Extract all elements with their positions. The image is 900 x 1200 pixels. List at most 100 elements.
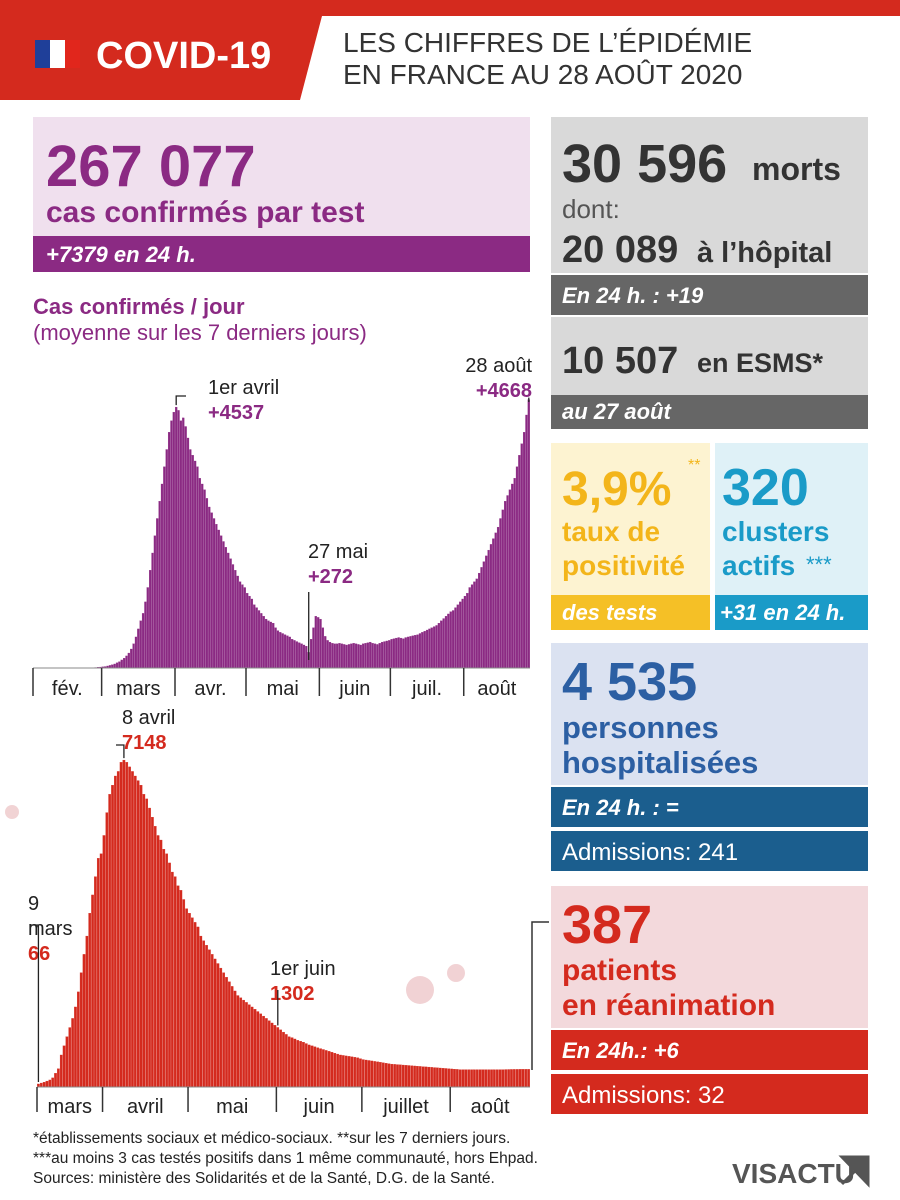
bar <box>54 1073 57 1088</box>
bar <box>409 636 412 669</box>
annotation-value: 66 <box>28 943 50 965</box>
bar <box>498 1069 502 1088</box>
bar <box>418 633 422 669</box>
bar <box>137 628 140 669</box>
bar <box>243 587 246 669</box>
bar <box>151 817 154 1088</box>
hospitalised-number: 4 535 <box>562 652 697 712</box>
bar <box>510 1069 513 1088</box>
clusters-label: clusters <box>722 516 829 547</box>
bar <box>388 640 391 669</box>
cases-number: 267 077 <box>46 134 256 199</box>
bar <box>433 626 436 669</box>
bar <box>370 1060 374 1088</box>
bar <box>156 835 160 1088</box>
bar <box>461 598 464 669</box>
annotation-value: +272 <box>308 566 353 588</box>
bar <box>344 1055 348 1088</box>
header-subtitle: EN FRANCE AU 28 AOÛT 2020 <box>343 59 742 90</box>
bar <box>173 876 177 1088</box>
bar <box>310 1045 314 1088</box>
bar <box>478 572 481 669</box>
bar <box>364 643 367 669</box>
bar <box>319 618 322 669</box>
bar <box>193 922 197 1088</box>
annotation-leader <box>30 924 40 1082</box>
bar <box>269 621 272 669</box>
bar <box>359 1058 362 1088</box>
bar <box>222 972 225 1088</box>
bar <box>513 478 516 669</box>
bar <box>253 604 256 669</box>
bar <box>383 641 386 669</box>
bar <box>159 839 163 1088</box>
bar <box>149 570 152 669</box>
bar <box>353 1057 357 1088</box>
bar <box>132 643 135 669</box>
bar <box>233 990 237 1088</box>
bar <box>302 1042 305 1088</box>
bar <box>401 1064 405 1088</box>
bar <box>508 489 511 669</box>
bar <box>347 644 351 669</box>
bar <box>487 1069 490 1088</box>
header-title: COVID-19 <box>96 35 271 77</box>
bar <box>236 995 240 1088</box>
hospitalised-strip <box>551 787 868 827</box>
hospitalised-panel <box>551 643 868 785</box>
bar <box>293 640 296 669</box>
bar <box>336 1053 339 1088</box>
bar <box>146 587 149 669</box>
x-tick-label: avr. <box>194 678 226 700</box>
bar <box>343 644 346 669</box>
bar <box>191 917 194 1088</box>
bar <box>255 607 258 669</box>
bar <box>515 466 519 669</box>
bar <box>338 643 341 669</box>
bar <box>521 1069 525 1088</box>
bar <box>447 1068 451 1088</box>
bar <box>151 552 154 669</box>
bar <box>225 977 228 1088</box>
bar <box>362 643 365 669</box>
bar <box>119 762 123 1088</box>
bar <box>321 627 325 669</box>
bar <box>91 894 94 1088</box>
bar <box>484 1069 488 1088</box>
bar <box>352 643 355 669</box>
bar <box>253 1009 257 1088</box>
bar <box>444 616 448 669</box>
bar <box>165 449 168 669</box>
bar <box>326 640 329 669</box>
bar <box>436 1067 439 1088</box>
bar <box>330 1052 334 1088</box>
bar <box>272 623 275 669</box>
annotation-value: 1302 <box>270 983 315 1005</box>
hospital-deaths-label: à l’hôpital <box>697 237 832 269</box>
bar <box>265 618 268 669</box>
positivity-label: positivité <box>562 550 685 581</box>
positivity-number: 3,9% <box>562 463 671 516</box>
bar <box>227 552 230 669</box>
icu-label: en réanimation <box>562 989 775 1022</box>
bar <box>421 1066 425 1088</box>
bar <box>425 629 429 669</box>
bar <box>416 1066 419 1088</box>
bar <box>136 780 140 1088</box>
bar <box>307 1044 311 1088</box>
bar <box>175 406 178 669</box>
bar <box>127 652 130 669</box>
bar <box>229 558 232 669</box>
bar <box>350 1056 354 1088</box>
bar <box>305 646 308 669</box>
bar <box>481 1069 485 1088</box>
bar <box>428 628 431 669</box>
bar <box>300 643 303 669</box>
x-tick-label: mai <box>267 678 299 700</box>
bar <box>331 643 334 669</box>
bar <box>210 512 213 669</box>
bar <box>167 432 171 669</box>
cases-strip <box>33 236 530 272</box>
annotation-date: 8 avril <box>122 707 175 729</box>
